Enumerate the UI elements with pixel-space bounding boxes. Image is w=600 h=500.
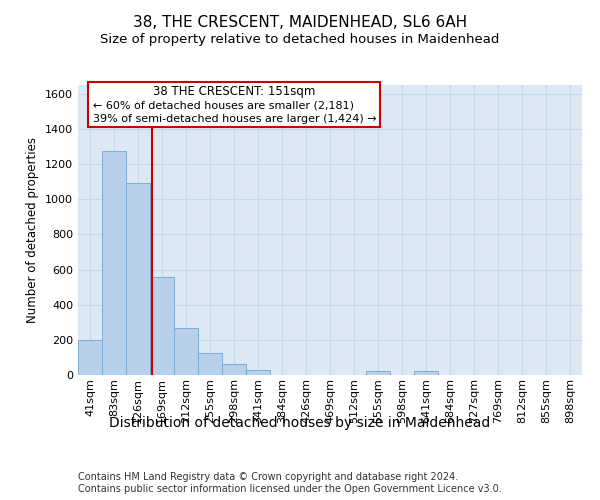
Bar [78, 340, 102, 375]
Bar [366, 370, 390, 375]
Text: Distribution of detached houses by size in Maidenhead: Distribution of detached houses by size … [109, 416, 491, 430]
Text: 38 THE CRESCENT: 151sqm: 38 THE CRESCENT: 151sqm [153, 86, 316, 98]
Bar [222, 364, 246, 375]
Bar [174, 328, 198, 375]
Bar [102, 151, 126, 375]
Text: Size of property relative to detached houses in Maidenhead: Size of property relative to detached ho… [100, 32, 500, 46]
Bar [198, 353, 222, 375]
Text: Contains HM Land Registry data © Crown copyright and database right 2024.: Contains HM Land Registry data © Crown c… [78, 472, 458, 482]
Text: Contains public sector information licensed under the Open Government Licence v3: Contains public sector information licen… [78, 484, 502, 494]
Text: ← 60% of detached houses are smaller (2,181): ← 60% of detached houses are smaller (2,… [93, 100, 354, 110]
Bar [126, 182, 150, 375]
Bar [150, 278, 174, 375]
Bar [414, 370, 438, 375]
FancyBboxPatch shape [88, 82, 380, 127]
Text: 39% of semi-detached houses are larger (1,424) →: 39% of semi-detached houses are larger (… [93, 114, 377, 124]
Text: 38, THE CRESCENT, MAIDENHEAD, SL6 6AH: 38, THE CRESCENT, MAIDENHEAD, SL6 6AH [133, 15, 467, 30]
Bar [246, 370, 270, 375]
Y-axis label: Number of detached properties: Number of detached properties [26, 137, 40, 323]
